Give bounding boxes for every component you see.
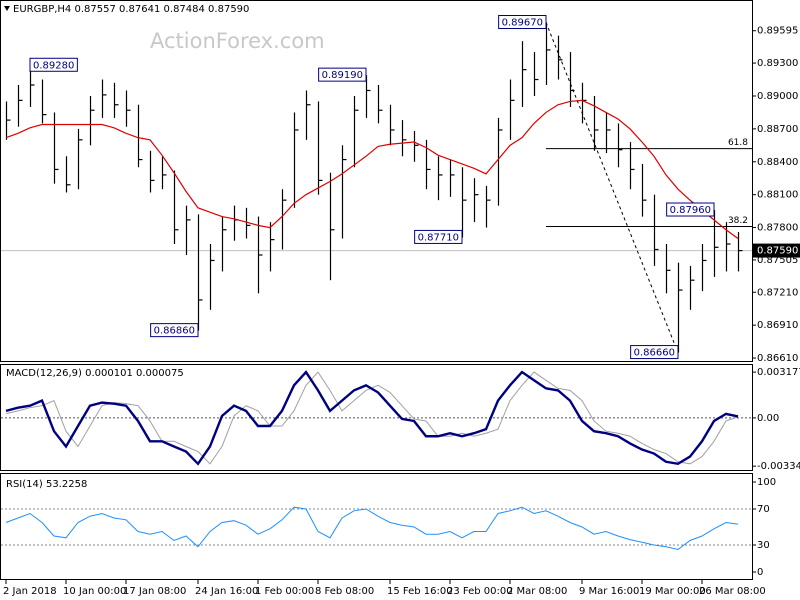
x-tick-label: 8 Feb 08:00 [315, 586, 374, 597]
indicator-line [5, 370, 739, 466]
price-annotation: 0.86860 [150, 323, 199, 338]
annotation-box [498, 15, 547, 30]
x-tick-label: 1 Feb 00:00 [255, 586, 314, 597]
fib-level-label: 61.8 [728, 138, 748, 148]
x-tick-label: 19 Mar 00:00 [639, 586, 706, 597]
annotation-label: 0.87710 [418, 232, 459, 243]
price-annotation: 0.89670 [498, 15, 547, 30]
rsi-title: RSI(14) 53.2258 [6, 479, 87, 490]
x-tick-label: 9 Mar 16:00 [579, 586, 639, 597]
price-annotation: 0.89280 [29, 57, 78, 72]
y-tick-label: 0.88400 [757, 157, 798, 168]
y-tick-label: -0.003344 [757, 461, 800, 472]
annotation-label: 0.89280 [33, 60, 74, 71]
annotation-box [630, 345, 679, 360]
y-tick-label: 0.89300 [757, 58, 798, 69]
x-tick-label: 23 Feb 00:00 [447, 586, 513, 597]
annotation-box [666, 202, 715, 217]
annotation-label: 0.89190 [322, 70, 363, 81]
annotation-box [414, 229, 463, 244]
y-tick-label: 0.00 [757, 413, 779, 424]
y-tick-label: 0.88100 [757, 190, 798, 201]
y-tick-label: 0.003177 [757, 367, 800, 378]
trendline [545, 22, 679, 353]
annotation-label: 0.89670 [502, 18, 543, 29]
current-price-label: 0.87590 [757, 246, 798, 257]
price-annotation: 0.87960 [666, 202, 715, 217]
annotation-label: 0.86660 [634, 348, 675, 359]
watermark: ActionForex.com [150, 29, 325, 53]
chart-title: EURGBP,H4 0.87557 0.87641 0.87484 0.8759… [13, 4, 249, 15]
price-annotation: 0.89190 [318, 67, 367, 82]
y-tick-label: 0.86610 [757, 353, 798, 364]
x-tick-label: 17 Jan 08:00 [123, 586, 186, 597]
current-price-box [753, 243, 800, 258]
y-tick-label: 0.87800 [757, 223, 798, 234]
y-tick-label: 0.89595 [757, 26, 798, 37]
price-annotation: 0.86660 [630, 345, 679, 360]
annotation-label: 0.86860 [154, 326, 195, 337]
annotation-box [150, 323, 199, 338]
y-tick-label: 0.87210 [757, 287, 798, 298]
y-tick-label: 0.89000 [757, 91, 798, 102]
x-tick-label: 15 Feb 16:00 [387, 586, 453, 597]
rsi-panel-frame [0, 473, 753, 580]
x-tick-label: 24 Jan 16:00 [195, 586, 258, 597]
indicator-line [5, 506, 739, 551]
moving-average-line [5, 99, 739, 240]
y-tick-label: 0 [757, 567, 763, 578]
symbol-icon [4, 6, 10, 11]
y-tick-label: 0.86910 [757, 320, 798, 331]
y-tick-label: 0.87505 [757, 255, 798, 266]
y-tick-label: 100 [757, 477, 776, 488]
y-tick-label: 0.88700 [757, 124, 798, 135]
price-panel-frame [0, 0, 753, 362]
macd-title: MACD(12,26,9) 0.000101 0.000075 [6, 368, 184, 379]
fib-level-label: 38.2 [728, 216, 748, 226]
annotation-box [318, 67, 367, 82]
y-tick-label: 30 [757, 540, 770, 551]
annotation-box [29, 57, 78, 72]
x-tick-label: 26 Mar 08:00 [699, 586, 766, 597]
price-annotation: 0.87710 [414, 229, 463, 244]
y-tick-label: 70 [757, 504, 770, 515]
x-tick-label: 2 Mar 08:00 [507, 586, 567, 597]
annotation-label: 0.87960 [670, 205, 711, 216]
x-tick-label: 10 Jan 00:00 [63, 586, 126, 597]
x-tick-label: 2 Jan 2018 [3, 586, 57, 597]
